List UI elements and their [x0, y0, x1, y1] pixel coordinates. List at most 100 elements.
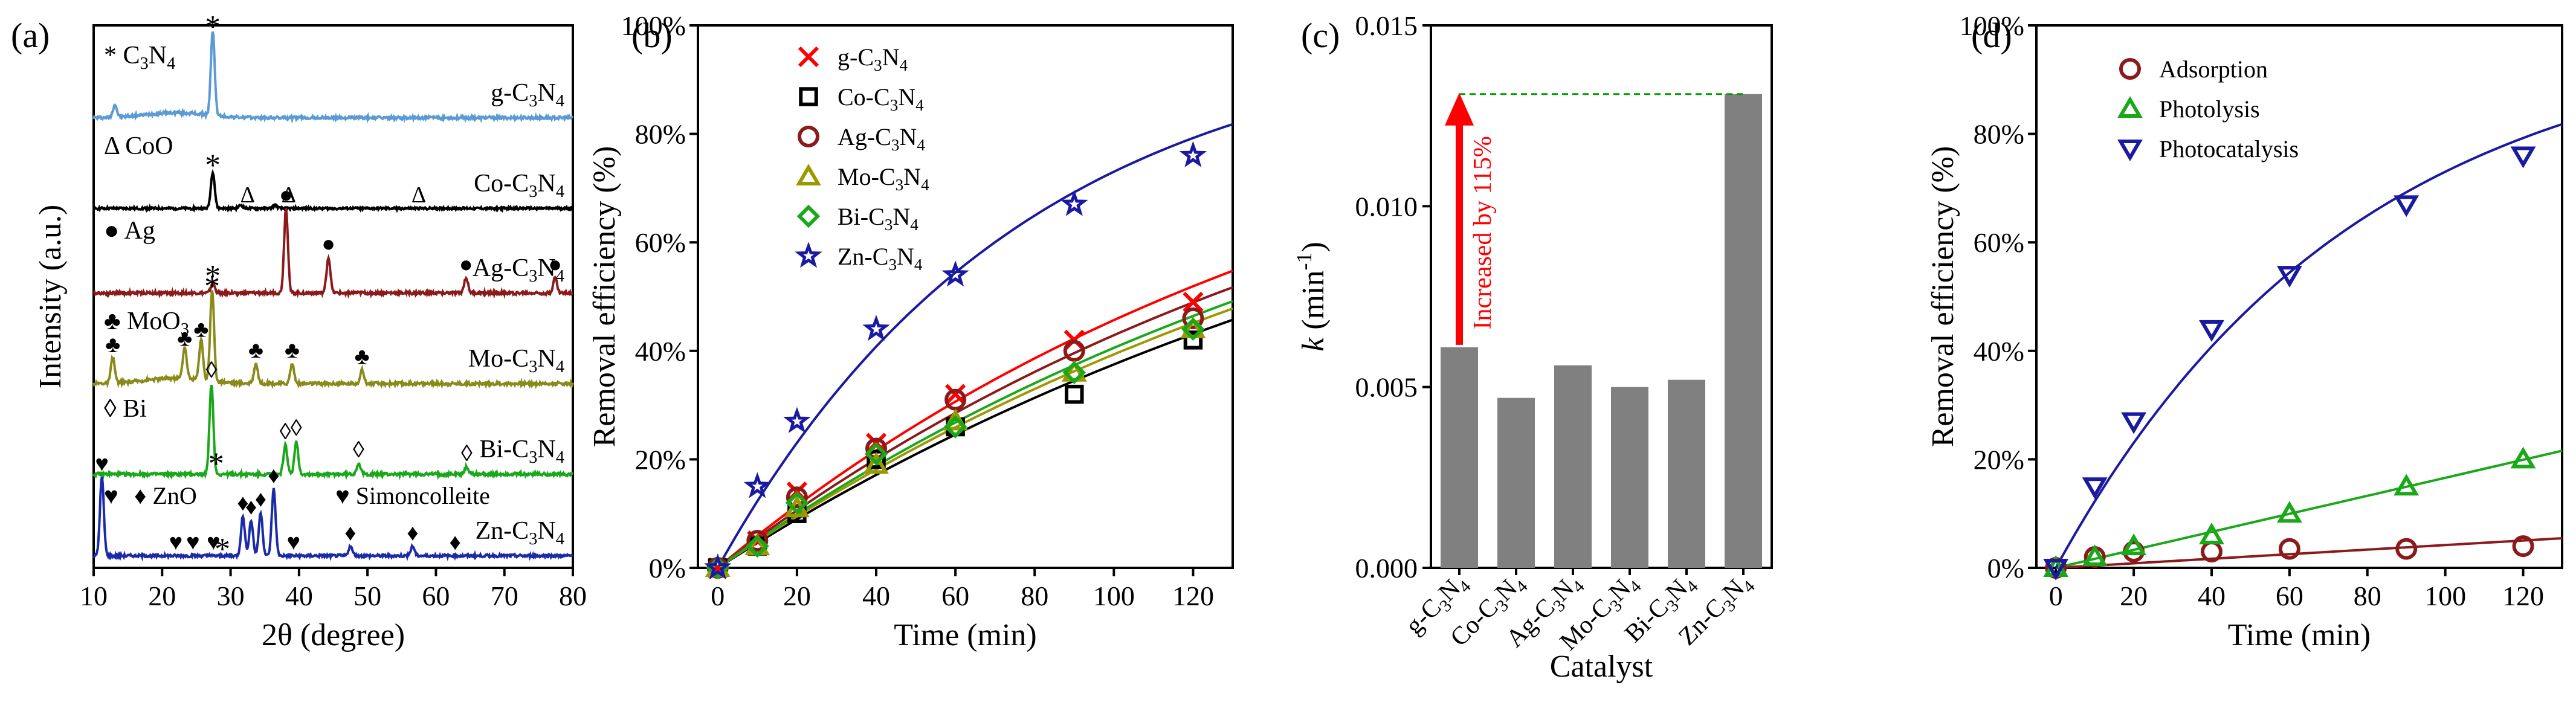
fit-line-Photocatalysis	[2055, 123, 2563, 568]
peak-marker: ♣	[248, 338, 263, 363]
y-tick-label: 40%	[635, 336, 686, 367]
data-point-Zn-C3N4	[1179, 141, 1207, 167]
x-tick-label: 100	[1093, 581, 1135, 611]
peak-marker: ♥	[95, 451, 109, 477]
xrd-trace-Bi-C3N4	[92, 385, 574, 481]
x-tick-label: 80	[559, 581, 587, 611]
peak-marker: ♣	[105, 332, 120, 358]
data-point-Photolysis	[2082, 544, 2108, 567]
data-point-g-C3N4-stroke	[944, 384, 966, 405]
x-tick-label: 70	[491, 581, 518, 611]
data-point-Photocatalysis	[2082, 477, 2108, 500]
x-tick-label: 20	[783, 581, 811, 611]
data-point-Photocatalysis	[2043, 559, 2069, 581]
peak-marker: *	[205, 149, 221, 183]
bar-Ag-C3N4	[1554, 365, 1592, 568]
x-tick-label: 120	[2502, 581, 2544, 611]
data-point-Adsorption	[2278, 538, 2300, 560]
y-tick-label: 0%	[1987, 553, 2024, 584]
peak-marker: ♦	[268, 463, 279, 489]
y-axis-label: Intensity (a.u.)	[33, 205, 68, 389]
x-tick-label: 0	[2049, 581, 2063, 611]
bar-Mo-C3N4	[1611, 387, 1648, 568]
data-point-Ag-C3N4	[746, 530, 769, 552]
panel-a-xrd: (a) 10 20 30 40 50 60 70 80 2θ (degree) Intensity …	[11, 10, 587, 652]
peak-marker: ●	[279, 182, 293, 208]
bar-Zn-C3N4	[1725, 94, 1762, 568]
xrd-trace-Co-C3N4	[93, 169, 574, 213]
legend-label: Photolysis	[2159, 95, 2260, 123]
legend-label-Ag-C3N4: ● Ag	[104, 217, 155, 245]
data-point-Photocatalysis	[2121, 412, 2147, 434]
data-point-Bi-C3N4	[746, 534, 769, 558]
data-point-Photocatalysis	[2199, 320, 2224, 342]
data-point-Photolysis	[2121, 533, 2147, 556]
peak-marker: ♦	[237, 491, 248, 516]
peak-marker: ●	[321, 231, 335, 257]
data-point-Co-C3N4	[1065, 384, 1084, 404]
peak-marker: ♦	[449, 530, 460, 555]
peak-marker: *	[204, 269, 220, 304]
data-point-Photocatalysis	[2276, 266, 2302, 288]
xrd-trace-Zn-C3N4	[92, 477, 574, 562]
x-tick-label: 20	[148, 581, 176, 611]
peak-marker: ♣	[285, 338, 300, 363]
bar-g-C3N4	[1441, 347, 1478, 568]
data-point-Ag-C3N4	[1182, 307, 1204, 329]
panel-label: (c)	[1301, 16, 1340, 55]
data-point-Photolysis	[2276, 501, 2302, 523]
peak-marker: ♦	[407, 520, 418, 545]
y-tick-label: 100%	[1960, 10, 2024, 41]
fit-line-Adsorption	[2056, 537, 2563, 569]
data-point-Photolysis	[2199, 523, 2224, 545]
data-point-Zn-C3N4	[704, 553, 732, 580]
y-axis-label: Removal efficiency (%)	[1926, 146, 1960, 448]
y-tick-label: 100%	[621, 10, 686, 41]
data-point-Bi-C3N4	[785, 491, 809, 515]
data-point-Bi-C3N4	[1062, 361, 1086, 384]
bar-Bi-C3N4	[1668, 379, 1705, 568]
legend-marker-Bi-C3N4	[796, 204, 821, 228]
peak-marker: *	[205, 259, 221, 294]
legend-label: Zn-C3N4	[838, 243, 923, 274]
x-tick-label: 60	[2276, 581, 2303, 611]
x-axis-label: Time (min)	[894, 618, 1036, 652]
x-tick-label: 60	[941, 581, 969, 611]
xrd-trace-g-C3N4	[92, 31, 574, 124]
legend-label: Mo-C3N4	[838, 163, 929, 194]
data-point-Adsorption	[2512, 535, 2534, 558]
legend-marker-Mo-C3N4	[796, 164, 821, 185]
peak-marker: Δ	[240, 182, 255, 208]
x-tick-label: 40	[862, 581, 890, 611]
data-point-Photocatalysis	[2510, 146, 2536, 169]
x-tick-label: 50	[353, 581, 381, 611]
peak-marker: *	[208, 446, 224, 481]
x-tick-label: 10	[80, 581, 108, 611]
fit-line-Zn-C3N4	[717, 123, 1233, 568]
panel-label: (b)	[631, 16, 673, 55]
data-point-Adsorption	[2395, 538, 2418, 560]
legend-label: g-C3N4	[838, 43, 908, 74]
peak-marker: ◊	[353, 437, 364, 463]
plot-frame	[2035, 24, 2563, 569]
legend-label-Bi-C3N4: ◊ Bi	[104, 395, 147, 423]
y-tick-label: 0.015	[1355, 10, 1418, 41]
peak-marker: Δ	[282, 182, 296, 208]
data-point-Zn-C3N4	[743, 472, 771, 498]
legend-label: Adsorption	[2159, 56, 2268, 83]
data-point-Co-C3N4	[1183, 330, 1203, 350]
plot-frame	[92, 24, 574, 569]
legend-symbol: ♥	[104, 482, 118, 509]
y-tick-label: 60%	[635, 227, 686, 258]
y-tick-label: 0%	[649, 553, 686, 584]
x-axis-label: 2θ (degree)	[262, 618, 405, 652]
peak-marker: ●	[459, 252, 473, 277]
peak-marker: ◊	[461, 441, 473, 466]
data-point-g-C3N4-stroke	[1183, 291, 1204, 313]
peak-marker: *	[215, 532, 230, 567]
data-point-Bi-C3N4	[1181, 317, 1205, 341]
data-point-Photolysis	[2510, 446, 2536, 469]
x-axis-label: Time (min)	[2228, 618, 2371, 652]
x-tick-label: 20	[2120, 581, 2148, 611]
peak-marker: ♦	[245, 494, 257, 520]
